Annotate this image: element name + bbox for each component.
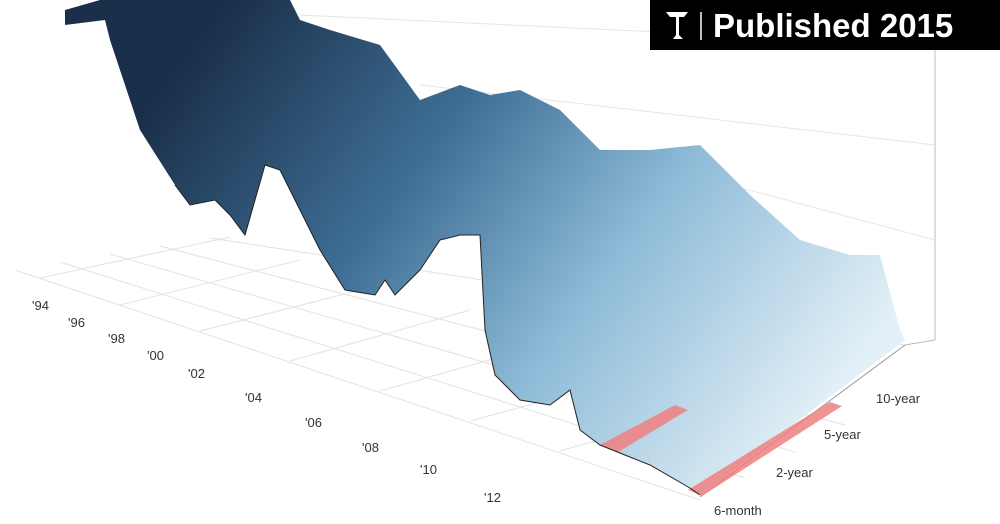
badge: Published 2015: [650, 0, 1000, 50]
maturity-label: 10-year: [876, 391, 921, 406]
maturity-label: 6-month: [714, 503, 762, 518]
time-label: '04: [245, 390, 262, 405]
time-label: '06: [305, 415, 322, 430]
time-label: '02: [188, 366, 205, 381]
time-label: '10: [420, 462, 437, 477]
badge-background: [650, 0, 1000, 50]
time-label: '00: [147, 348, 164, 363]
axis-labels: '94 '96 '98 '00 '02 '04 '06 '08 '10 '12 6-month 2-y…: [32, 298, 921, 518]
short-rate-line: [174, 164, 701, 496]
negative-region: [600, 402, 842, 496]
maturity-label: 5-year: [824, 427, 862, 442]
logo: [666, 12, 688, 39]
time-label: '94: [32, 298, 49, 313]
time-label: '98: [108, 331, 125, 346]
time-label: '96: [68, 315, 85, 330]
badge-text: Published 2015: [713, 7, 953, 44]
maturity-label: 2-year: [776, 465, 814, 480]
time-label: '12: [484, 490, 501, 505]
yield-surface: [65, 0, 905, 495]
time-label: '08: [362, 440, 379, 455]
